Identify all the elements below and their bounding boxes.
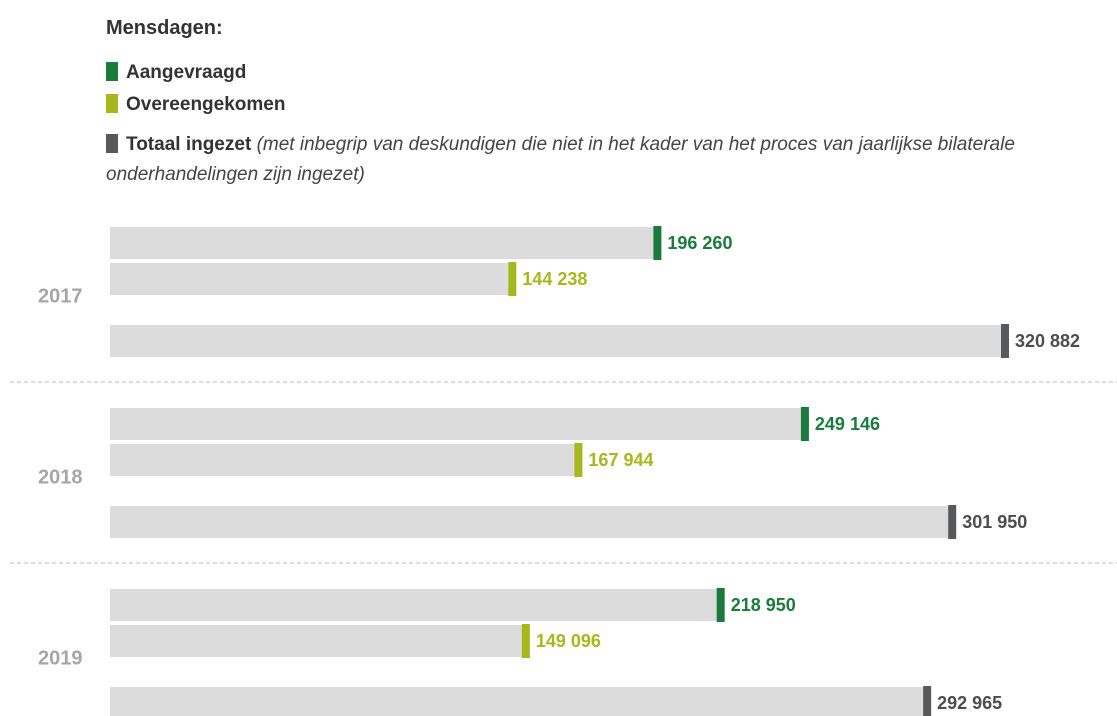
value-label: 320 882 [1015, 331, 1080, 351]
legend-note: (met inbegrip van deskundigen die niet i… [106, 134, 1015, 185]
bar-track [110, 625, 526, 657]
bar-marker [653, 226, 662, 260]
value-label: 301 950 [962, 512, 1027, 532]
value-label: 149 096 [536, 631, 601, 651]
legend-swatch [106, 94, 118, 113]
bar-track [110, 444, 579, 476]
value-label: 196 260 [667, 233, 732, 253]
value-label: 144 238 [522, 269, 587, 289]
bar-marker [948, 505, 957, 539]
bar-track [110, 263, 513, 295]
bar-track [110, 408, 805, 440]
legend-entry: Aangevraagd [106, 58, 1036, 88]
bar-marker [1001, 324, 1009, 358]
category-label: 2019 [38, 647, 83, 669]
legend-swatch [106, 134, 118, 153]
value-label: 292 965 [937, 693, 1002, 713]
bar-marker [508, 262, 517, 296]
bar-track [110, 506, 953, 538]
category-label: 2018 [38, 466, 83, 488]
bar-marker [923, 686, 932, 716]
value-label: 249 146 [815, 414, 880, 434]
bar-marker [574, 443, 583, 477]
legend-label: Overeengekomen [126, 94, 286, 115]
bar-track [110, 687, 928, 716]
legend-entry: Overeengekomen [106, 90, 1036, 120]
bar-marker [521, 624, 530, 658]
value-label: 218 950 [731, 595, 796, 615]
legend-label: Totaal ingezet [126, 134, 252, 155]
chart-title: Mensdagen: [106, 17, 223, 39]
legend-swatch [106, 62, 118, 81]
category-label: 2017 [38, 285, 83, 307]
bar-track [110, 227, 658, 259]
bar-marker [800, 407, 809, 441]
legend-entry: Totaal ingezet (met inbegrip van deskund… [106, 130, 1036, 190]
bar-marker [716, 588, 725, 622]
bar-track [110, 589, 721, 621]
value-label: 167 944 [588, 450, 653, 470]
legend-label: Aangevraagd [126, 62, 247, 83]
bar-track [110, 325, 1005, 357]
